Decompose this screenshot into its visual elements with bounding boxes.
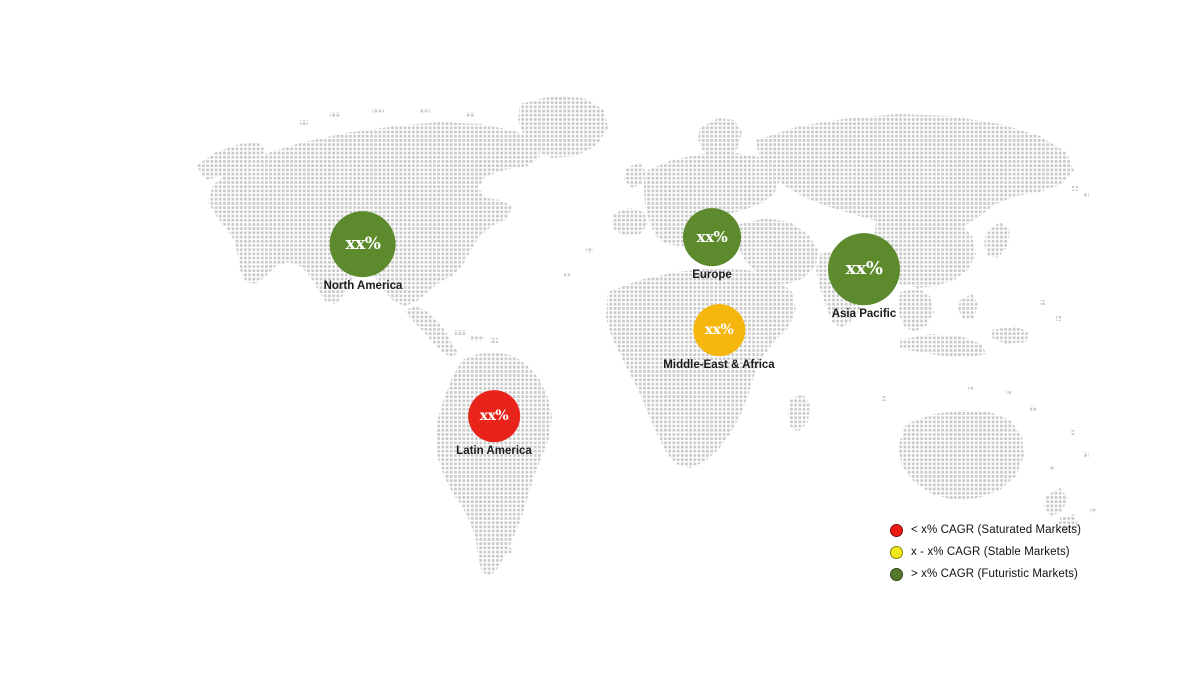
bubble-circle: xx% [693,304,745,357]
legend-label: < x% CAGR (Saturated Markets) [911,524,1082,536]
region-bubble-asia-pacific[interactable]: xx% Asia Pacific [828,233,900,321]
legend-label: > x% CAGR (Futuristic Markets) [911,568,1078,580]
bubble-circle: xx% [467,390,520,443]
region-label: North America [323,280,403,293]
bubble-circle: xx% [683,208,741,267]
bubble-value: xx% [845,258,883,280]
bubble-value: xx% [704,322,734,339]
region-label: Latin America [456,445,532,458]
region-label: Asia Pacific [831,308,897,321]
bubble-circle: xx% [828,233,900,306]
region-label: Middle-East & Africa [663,359,775,372]
legend-item-futuristic: > x% CAGR (Futuristic Markets) [890,563,1081,585]
legend-item-stable: x - x% CAGR (Stable Markets) [890,541,1081,563]
legend-dot-green-icon [890,567,903,581]
region-bubble-north-america[interactable]: xx% North America [323,211,403,293]
bubble-circle: xx% [329,211,396,278]
legend: < x% CAGR (Saturated Markets) x - x% CAG… [890,519,1081,585]
region-bubble-latin-america[interactable]: xx% Latin America [456,390,532,458]
legend-dot-red-icon [890,523,903,537]
legend-item-saturated: < x% CAGR (Saturated Markets) [890,519,1081,541]
region-bubble-middle-east-africa[interactable]: xx% Middle-East & Africa [663,304,775,372]
region-bubble-europe[interactable]: xx% Europe [683,208,741,282]
legend-dot-yellow-icon [890,545,903,559]
region-label: Europe [692,269,732,282]
bubble-value: xx% [696,227,728,246]
bubble-value: xx% [345,233,381,254]
legend-label: x - x% CAGR (Stable Markets) [911,546,1070,558]
bubble-value: xx% [479,408,509,425]
